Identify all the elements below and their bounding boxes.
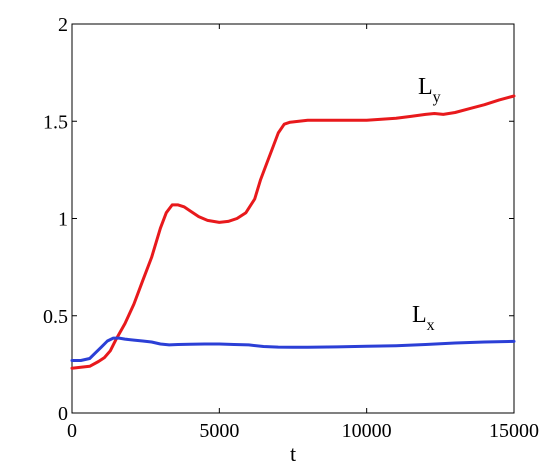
- series-line-Ly: [70, 94, 516, 370]
- series-label-main: L: [412, 302, 427, 328]
- plot-border: [71, 23, 515, 414]
- series-label-sub: x: [427, 317, 435, 334]
- y-tick-label: 1: [58, 209, 68, 231]
- axis-ticks: 0 5000 10000 15000 0 0.5 1 1.5 2: [43, 14, 539, 442]
- y-tick-label: 1.5: [43, 111, 68, 133]
- series-label-Ly: Ly: [418, 74, 441, 106]
- x-tick-label: 0: [67, 420, 77, 442]
- y-tick-label: 0: [58, 403, 68, 425]
- x-tick-label: 5000: [199, 420, 239, 442]
- series-line-Lx: [70, 336, 516, 362]
- x-tick-label: 15000: [489, 420, 539, 442]
- x-tick-label: 10000: [342, 420, 392, 442]
- x-axis-label: t: [290, 441, 296, 466]
- series-label-Lx: Lx: [412, 302, 435, 334]
- y-tick-label: 2: [58, 14, 68, 36]
- plot-frame: [71, 23, 515, 414]
- y-tick-label: 0.5: [43, 306, 68, 328]
- series-label-sub: y: [433, 89, 441, 106]
- series-label-main: L: [418, 74, 433, 100]
- series-group: [70, 94, 516, 370]
